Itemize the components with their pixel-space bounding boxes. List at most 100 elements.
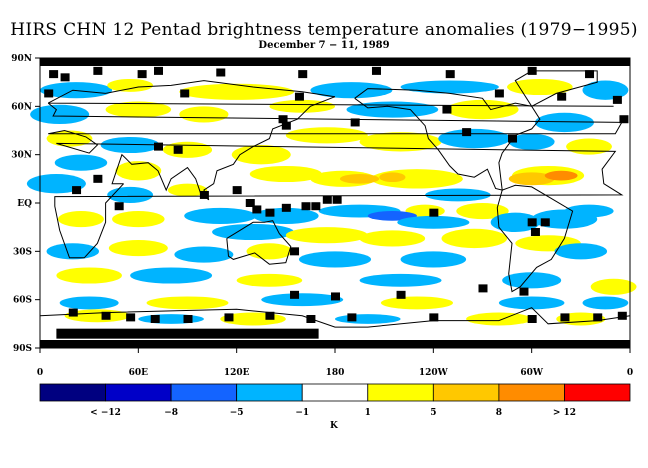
- missing-data-block: [199, 190, 209, 199]
- anomaly-region: [441, 228, 508, 249]
- missing-data-block: [154, 66, 163, 75]
- lat-label: EQ: [17, 199, 32, 209]
- anomaly-region: [310, 82, 393, 99]
- coastline-segment: [354, 88, 541, 191]
- missing-data-block: [232, 186, 242, 195]
- missing-data-block: [180, 89, 190, 98]
- missing-data-block: [114, 202, 124, 211]
- anomaly-region: [359, 273, 442, 287]
- missing-data-block: [44, 89, 54, 98]
- anomaly-region: [179, 83, 295, 100]
- anomaly-region: [167, 183, 208, 197]
- colorbar-label: −8: [164, 408, 178, 418]
- missing-data-block: [593, 313, 603, 322]
- missing-data-block: [281, 121, 291, 130]
- anomaly-region: [508, 133, 555, 150]
- missing-data-block: [137, 70, 147, 79]
- missing-data-block: [126, 313, 136, 322]
- colorbar-swatch: [105, 383, 172, 402]
- lat-label: 60N: [11, 102, 32, 112]
- anomaly-region: [507, 78, 573, 96]
- lat-label: 90S: [13, 344, 32, 354]
- missing-data-block: [154, 142, 163, 151]
- lon-label: 120E: [224, 368, 250, 378]
- missing-data-block: [298, 70, 308, 79]
- anomaly-region: [105, 101, 172, 118]
- colorbar-label: 8: [496, 408, 502, 418]
- anomaly-region: [115, 161, 162, 181]
- anomaly-region: [26, 174, 86, 194]
- colorbar-label: −1: [295, 408, 309, 418]
- colorbar-swatch: [432, 383, 500, 402]
- colorbar-swatch: [170, 383, 238, 402]
- anomaly-region: [466, 312, 532, 326]
- missing-block-antarctica: [56, 328, 319, 339]
- colorbar-labels: < −12 −8 −5 −1 1 5 8 > 12: [90, 408, 576, 418]
- missing-band-south: [40, 340, 630, 348]
- anomaly-region: [261, 293, 344, 307]
- anomaly-region: [108, 240, 168, 257]
- anomaly-region: [335, 314, 401, 324]
- missing-data-block: [429, 208, 439, 217]
- anomaly-region: [534, 112, 594, 133]
- map-subtitle: December 7 − 11, 1989: [258, 40, 390, 51]
- missing-data-block: [290, 290, 300, 299]
- missing-data-block: [396, 290, 406, 299]
- colorbar-swatch: [564, 383, 631, 402]
- anomaly-region: [112, 211, 165, 228]
- anomaly-region: [107, 78, 154, 92]
- missing-data-block: [519, 287, 529, 296]
- missing-data-block: [619, 115, 629, 124]
- missing-data-block: [478, 284, 488, 293]
- anomaly-region: [46, 130, 93, 147]
- anomaly-region: [544, 170, 578, 181]
- missing-data-block: [101, 311, 111, 320]
- colorbar-label: > 12: [553, 408, 576, 418]
- missing-data-block: [527, 218, 537, 227]
- missing-data-block: [585, 70, 595, 79]
- anomaly-region: [46, 243, 99, 260]
- anomaly-region: [566, 138, 612, 155]
- missing-data-block: [252, 205, 262, 214]
- missing-data-block: [290, 247, 300, 256]
- missing-data-block: [560, 313, 570, 322]
- missing-data-block: [540, 218, 550, 227]
- colorbar-label: 5: [430, 408, 436, 418]
- anomaly-region: [400, 251, 467, 268]
- anomaly-region: [249, 165, 322, 183]
- missing-data-block: [350, 118, 360, 127]
- lon-label: 120W: [419, 368, 449, 378]
- missing-data-block: [265, 208, 275, 217]
- lon-label: 60W: [520, 368, 544, 378]
- missing-data-block: [332, 195, 342, 204]
- anomaly-region: [346, 101, 439, 118]
- missing-data-block: [245, 199, 255, 207]
- missing-data-block: [347, 313, 357, 322]
- missing-data-block: [322, 195, 332, 204]
- anomaly-region: [359, 230, 426, 247]
- anomaly-region: [59, 296, 119, 310]
- anomaly-region: [582, 296, 629, 310]
- anomaly-region: [590, 278, 637, 295]
- missing-data-block: [216, 68, 226, 77]
- anomaly-region: [212, 223, 295, 241]
- missing-data-block: [530, 228, 540, 236]
- lon-label: 0: [627, 368, 633, 378]
- lon-label: 0: [37, 368, 43, 378]
- colorbar-label: −5: [230, 408, 244, 418]
- anomaly-region: [582, 80, 629, 100]
- coastline-segment: [226, 220, 292, 265]
- colorbar: [39, 383, 631, 402]
- missing-data-block: [49, 70, 59, 79]
- coastline-segment: [514, 70, 598, 107]
- anomaly-region: [397, 215, 470, 229]
- anomaly-region: [379, 172, 406, 183]
- anomaly-region: [56, 267, 122, 284]
- anomaly-region: [498, 296, 565, 310]
- lon-label: 180: [326, 368, 345, 378]
- anomaly-region: [285, 127, 368, 144]
- missing-data-block: [68, 308, 78, 317]
- missing-data-block: [527, 315, 537, 323]
- missing-data-block: [462, 128, 472, 137]
